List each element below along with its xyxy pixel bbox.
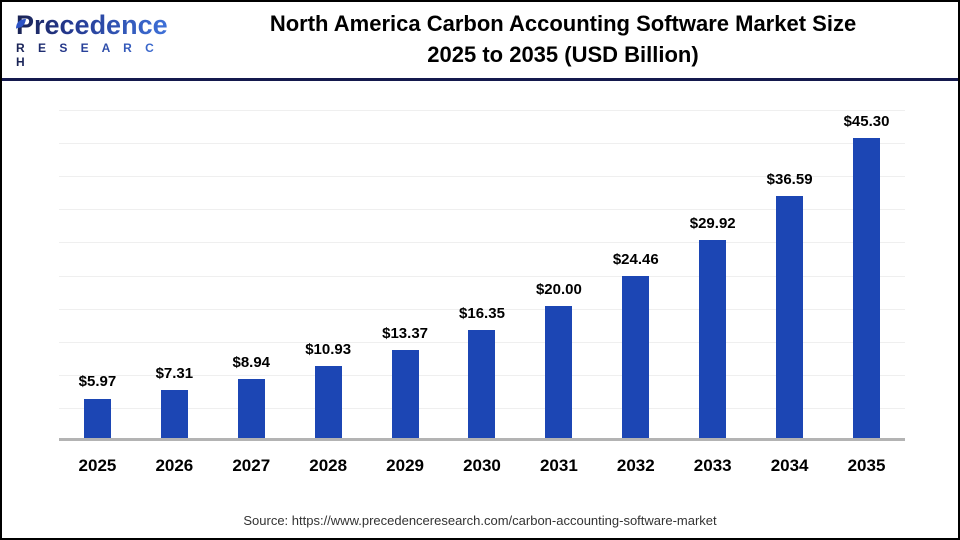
x-axis-label-2030: 2030 (463, 456, 501, 475)
bar-slot-2032: $24.46 (597, 110, 674, 438)
x-axis-label-2035: 2035 (847, 456, 886, 475)
bar-series: $5.97 $7.31 $8.94 $10.93 $13.37 $16.35 $20.00 $… (59, 110, 905, 438)
bar-2027 (237, 378, 265, 438)
bar-slot-2034: $36.59 (751, 110, 828, 438)
gridline-20 (59, 308, 905, 310)
gridline-45 (59, 143, 905, 145)
chart-title-line1: North America Carbon Accounting Software… (269, 11, 857, 36)
bar-value-label-2028: $10.93 (305, 340, 352, 358)
chart-title-line2: 2025 to 2035 (USD Billion) (427, 42, 699, 67)
x-axis-label-2032: 2032 (616, 456, 655, 475)
bar-value-label-2027: $8.94 (232, 353, 271, 371)
bar-2025 (83, 398, 111, 438)
bar-value-label-2033: $29.92 (689, 214, 736, 232)
bar-2028 (314, 365, 342, 438)
bar-slot-2029: $13.37 (367, 110, 444, 438)
bar-value-label-2030: $16.35 (459, 304, 505, 322)
gridline-40 (59, 176, 905, 178)
bar-slot-2025: $5.97 (59, 110, 136, 438)
bar-slot-2033: $29.92 (674, 110, 751, 438)
brand-logo: Precedence R E S E A R C H (2, 11, 168, 69)
bar-value-label-2025: $5.97 (78, 373, 117, 391)
bar-slot-2027: $8.94 (213, 110, 290, 438)
bar-value-label-2035: $45.30 (843, 113, 890, 131)
brand-name: Precedence (16, 10, 168, 40)
x-axis-label-2027: 2027 (232, 456, 271, 475)
leaf-icon (16, 19, 26, 29)
x-axis-label-2028: 2028 (309, 456, 348, 475)
bar-slot-2030: $16.35 (444, 110, 521, 438)
bar-2029 (391, 349, 419, 438)
bar-2033 (699, 239, 727, 438)
bar-slot-2035: $45.30 (828, 110, 905, 438)
x-axis-label-2033: 2033 (693, 456, 732, 475)
source-note: Source: https://www.precedenceresearch.c… (243, 513, 717, 528)
bar-slot-2026: $7.31 (136, 110, 213, 438)
bar-2032 (622, 276, 650, 438)
bar-2026 (160, 389, 188, 438)
gridline-25 (59, 275, 905, 277)
gridline-35 (59, 209, 905, 211)
bar-slot-2028: $10.93 (290, 110, 367, 438)
brand-subname: R E S E A R C H (16, 41, 168, 69)
bar-2030 (468, 329, 496, 438)
bar-value-label-2032: $24.46 (612, 251, 659, 269)
x-axis-label-2029: 2029 (386, 456, 424, 475)
gridline-50 (59, 110, 905, 111)
bar-2031 (545, 305, 573, 438)
chart-title: North America Carbon Accounting Software… (168, 8, 958, 72)
bar-2034 (776, 195, 804, 438)
plot-area: $5.97 $7.31 $8.94 $10.93 $13.37 $16.35 $20.00 $… (59, 110, 905, 441)
bar-value-label-2034: $36.59 (766, 170, 813, 188)
bar-slot-2031: $20.00 (520, 110, 597, 438)
x-axis-label-2034: 2034 (770, 456, 809, 475)
x-axis-label-2026: 2026 (155, 456, 194, 475)
bar-value-label-2026: $7.31 (155, 364, 194, 382)
bar-value-label-2029: $13.37 (382, 324, 429, 342)
header: Precedence R E S E A R C H North America… (2, 2, 958, 81)
bar-2035 (853, 138, 881, 438)
x-axis-label-2025: 2025 (78, 456, 117, 475)
x-axis-labels: 2025 2026 2027 2028 2029 2030 2031 2032 2033 2034… (59, 456, 905, 476)
x-axis-label-2031: 2031 (539, 456, 578, 475)
gridline-30 (59, 242, 905, 244)
bar-value-label-2031: $20.00 (535, 280, 582, 298)
